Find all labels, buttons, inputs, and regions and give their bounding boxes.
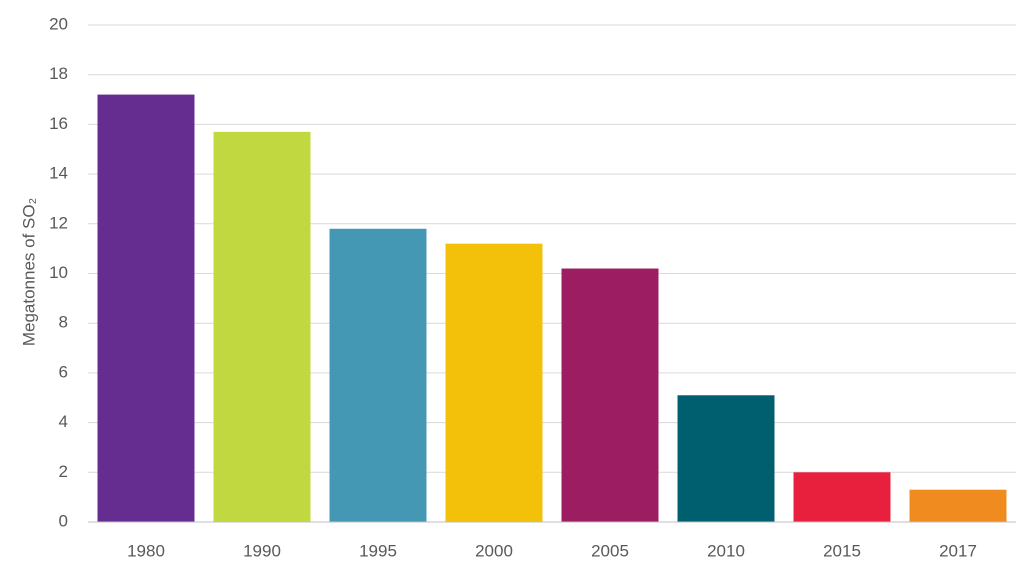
x-tick-label: 2005 [591,541,629,560]
bar [909,489,1007,522]
bar [677,395,775,522]
x-tick-label: 2017 [939,541,977,560]
y-tick-label: 8 [59,313,68,332]
y-tick-label: 2 [59,462,68,481]
y-tick-label: 0 [59,511,68,530]
y-tick-label: 6 [59,362,68,381]
bar [561,268,659,522]
y-tick-label: 20 [49,14,68,33]
y-tick-label: 16 [49,114,68,133]
bar [793,472,891,522]
y-axis-label: Megatonnes of SO₂ [19,198,38,346]
x-tick-label: 2015 [823,541,861,560]
x-tick-label: 2010 [707,541,745,560]
y-tick-label: 12 [49,213,68,232]
y-tick-label: 18 [49,64,68,83]
bar [445,243,543,522]
x-tick-label: 1980 [127,541,165,560]
bar [213,131,311,523]
x-tick-label: 2000 [475,541,513,560]
x-tick-label: 1995 [359,541,397,560]
y-tick-label: 14 [49,164,68,183]
y-tick-label: 10 [49,263,68,282]
x-tick-label: 1990 [243,541,281,560]
bar [97,94,195,522]
bar [329,228,427,522]
y-tick-label: 4 [59,412,68,431]
